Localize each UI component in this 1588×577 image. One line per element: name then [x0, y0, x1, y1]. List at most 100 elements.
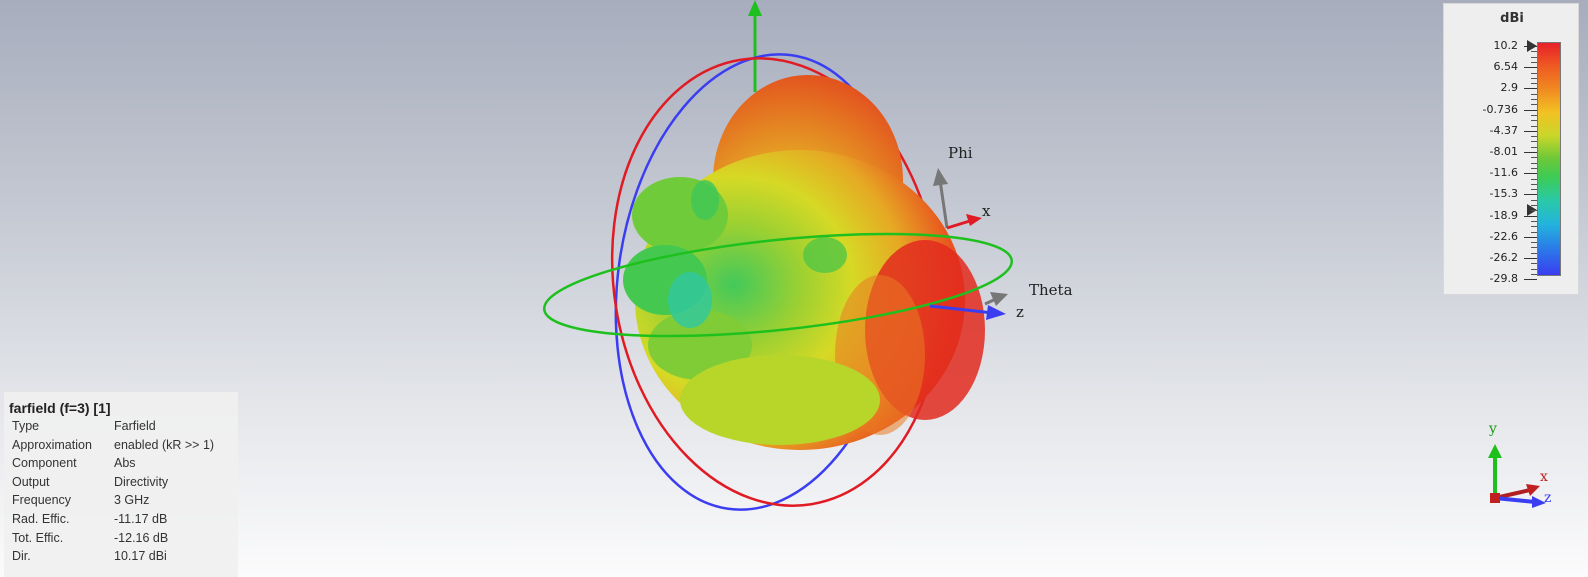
legend-minor-tick	[1531, 231, 1537, 233]
green-spot-2	[691, 180, 719, 220]
phi-axis-line	[938, 179, 949, 229]
legend-tick-label: 2.9	[1500, 81, 1519, 95]
z-axis-line	[929, 304, 994, 315]
legend-minor-tick	[1531, 114, 1537, 116]
info-key: Frequency	[12, 493, 72, 508]
info-key: Dir.	[12, 549, 31, 564]
legend-tick	[1524, 194, 1537, 196]
legend-minor-tick	[1531, 178, 1537, 180]
legend-tick-label: -8.01	[1489, 145, 1518, 158]
legend-minor-tick	[1531, 247, 1537, 249]
legend-minor-tick	[1531, 183, 1537, 185]
info-value: 10.17 dBi	[114, 549, 167, 564]
legend-minor-tick	[1531, 210, 1537, 212]
legend-minor-tick	[1531, 263, 1537, 265]
info-value: Abs	[114, 456, 136, 471]
z-axis-arrowhead	[986, 305, 1006, 320]
info-key: Type	[12, 419, 40, 433]
legend-minor-tick	[1531, 77, 1537, 79]
legend-tick	[1524, 130, 1537, 132]
info-value: Farfield	[114, 419, 156, 433]
legend-tick-label: 10.2	[1493, 39, 1519, 52]
cyan-spot	[668, 272, 712, 328]
legend-minor-tick	[1531, 104, 1537, 106]
legend-tick-label: -11.6	[1489, 166, 1518, 180]
legend-minor-tick	[1531, 268, 1537, 270]
legend-minor-tick	[1531, 242, 1537, 244]
green-ring	[542, 232, 1014, 338]
green-spot	[803, 237, 847, 273]
info-key: Component	[12, 456, 77, 471]
triad-z-label: z	[1544, 490, 1552, 506]
legend-minor-tick	[1531, 56, 1537, 58]
legend-tick	[1524, 279, 1537, 281]
legend-tick	[1524, 236, 1537, 238]
legend-minor-tick	[1531, 93, 1537, 95]
legend-tick-label: -0.736	[1482, 102, 1518, 116]
min-marker-icon[interactable]	[1527, 204, 1537, 216]
legend-minor-tick	[1531, 51, 1537, 53]
legend-tick	[1524, 173, 1537, 175]
legend-tick	[1524, 109, 1537, 111]
triad-x-label: x	[1540, 469, 1548, 485]
legend-minor-tick	[1531, 157, 1537, 159]
legend-tick	[1524, 258, 1537, 259]
legend-tick	[1524, 67, 1537, 69]
legend-tick-label: -4.37	[1489, 123, 1518, 137]
theta-label: Theta	[1029, 281, 1073, 299]
info-key: Approximation	[12, 437, 92, 452]
legend-minor-tick	[1531, 99, 1537, 100]
x-axis-arrowhead	[966, 214, 982, 226]
radiation-pattern	[623, 75, 985, 450]
legend-minor-tick	[1531, 120, 1537, 122]
legend-tick	[1524, 88, 1537, 90]
info-panel: farfield (f=3) [1] Type Farfield Approxima…	[4, 392, 238, 577]
phi-axis-arrowhead	[933, 168, 948, 186]
legend-minor-tick	[1531, 146, 1537, 148]
legend-unit: dBi	[1500, 11, 1524, 26]
bottom-lobe	[680, 355, 880, 445]
legend-tick	[1524, 215, 1537, 217]
phi-label: Phi	[948, 144, 973, 162]
legend-minor-tick	[1531, 61, 1537, 63]
legend-tick	[1524, 152, 1537, 153]
info-value: enabled (kR >> 1)	[114, 437, 215, 452]
legend-tick-label: -22.6	[1489, 229, 1518, 243]
legend-minor-tick	[1531, 125, 1537, 127]
legend-minor-tick	[1531, 205, 1537, 206]
x-label: x	[982, 202, 991, 220]
legend-tick-label: -29.8	[1489, 272, 1518, 286]
legend-minor-tick	[1531, 167, 1537, 169]
colorbar	[1537, 42, 1561, 276]
legend-minor-tick	[1531, 199, 1537, 201]
info-value: -11.17 dB	[114, 512, 168, 526]
legend-minor-tick	[1531, 141, 1537, 143]
legend-minor-tick	[1531, 220, 1537, 222]
orientation-triad	[1488, 444, 1546, 508]
info-key: Tot. Effic.	[12, 530, 64, 545]
info-value: Directivity	[114, 474, 169, 489]
legend-minor-tick	[1531, 252, 1537, 254]
info-title: farfield (f=3) [1]	[9, 400, 111, 416]
legend-tick-label: -26.2	[1489, 251, 1518, 264]
legend-minor-tick	[1531, 72, 1537, 74]
theta-axis-arrowhead	[990, 292, 1008, 306]
color-legend: dBi 10.2 6.54 2.9 -0.736 -4.37 -8.01 -11.6 -15.…	[1443, 3, 1579, 295]
legend-minor-tick	[1531, 162, 1537, 164]
triad-y-label: y	[1489, 421, 1497, 437]
info-key: Output	[12, 474, 50, 489]
legend-tick	[1524, 46, 1537, 47]
legend-tick-label: -18.9	[1489, 208, 1518, 222]
legend-minor-tick	[1531, 273, 1537, 275]
info-key: Rad. Effic.	[12, 512, 70, 526]
legend-minor-tick	[1531, 189, 1537, 191]
legend-minor-tick	[1531, 83, 1537, 85]
legend-tick-label: 6.54	[1493, 60, 1519, 74]
info-value: 3 GHz	[114, 493, 150, 508]
z-label: z	[1016, 303, 1024, 321]
y-axis-arrowhead	[748, 0, 762, 16]
info-value: -12.16 dB	[114, 530, 169, 545]
legend-tick-label: -15.3	[1489, 187, 1518, 201]
